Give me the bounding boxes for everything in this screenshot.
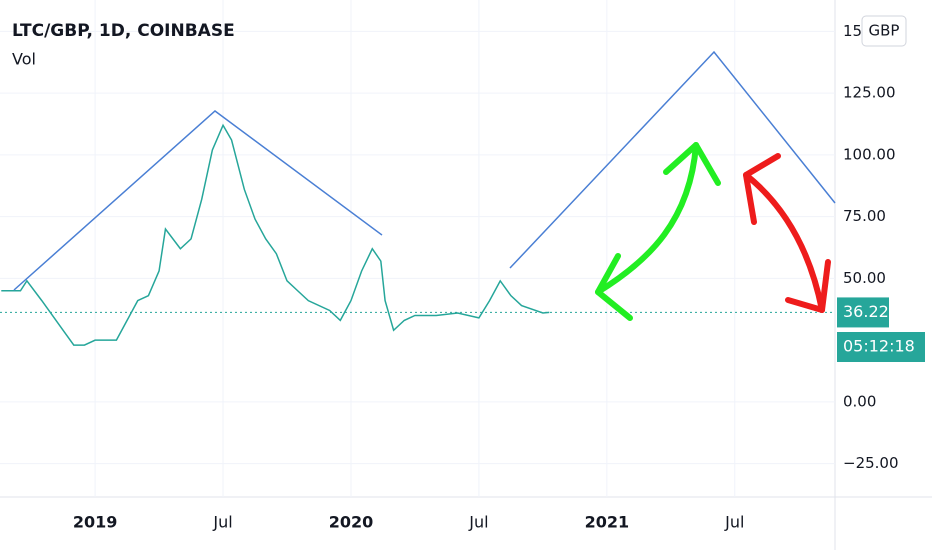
drawings <box>13 50 836 321</box>
y-tick-label: 125.00 <box>843 84 896 102</box>
arrow-red <box>743 172 825 313</box>
trend-line <box>13 110 383 291</box>
grid <box>0 0 835 497</box>
y-tick-label: 75.00 <box>843 207 886 225</box>
y-tick-label: 100.00 <box>843 145 896 163</box>
x-tick-label: Jul <box>468 513 488 532</box>
x-tick-label: 2019 <box>73 513 118 532</box>
x-tick-label: 2021 <box>585 513 630 532</box>
y-tick-label: 50.00 <box>843 269 886 287</box>
currency-label[interactable]: GBP <box>869 22 900 40</box>
countdown: 05:12:18 <box>843 337 915 356</box>
x-tick-label: 2020 <box>329 513 374 532</box>
last-price-box <box>837 297 889 328</box>
arrow-green <box>595 142 699 295</box>
y-tick-label: −25.00 <box>843 454 899 472</box>
subtitle: Vol <box>12 50 36 69</box>
arrow-head <box>595 142 721 321</box>
arrow-head <box>743 153 831 313</box>
trend-line <box>509 50 836 269</box>
price-line <box>1 123 550 346</box>
last-price-label: 36.22 <box>843 302 889 321</box>
chart-title: LTC/GBP, 1D, COINBASE <box>12 21 235 41</box>
y-tick-label: 0.00 <box>843 392 876 410</box>
x-tick-label: Jul <box>212 513 232 532</box>
countdown-box <box>837 332 925 362</box>
plot <box>0 123 835 346</box>
x-tick-label: Jul <box>724 513 744 532</box>
currency-button[interactable] <box>861 15 907 47</box>
